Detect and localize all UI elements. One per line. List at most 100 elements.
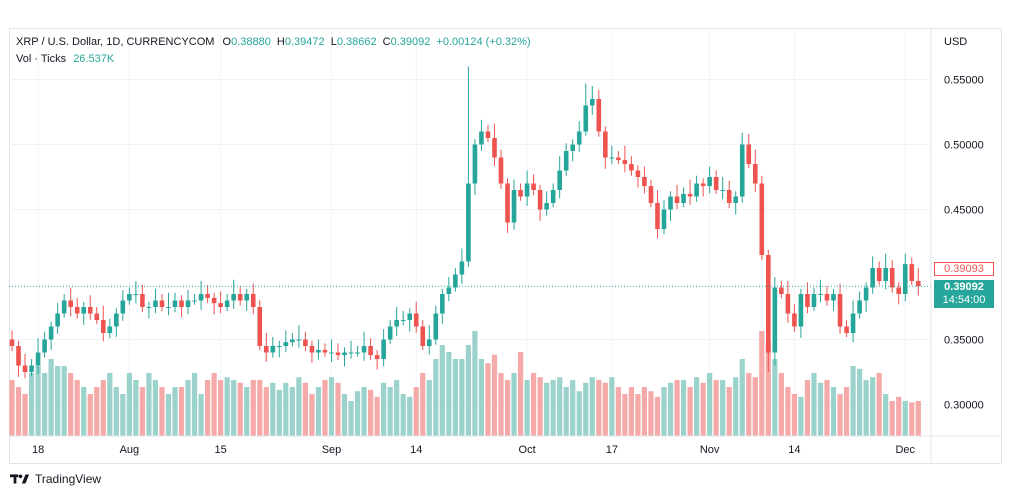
- volume-bar: [570, 380, 576, 436]
- chart-frame: [9, 28, 1002, 464]
- candle-body: [772, 287, 778, 353]
- volume-bar: [726, 387, 732, 436]
- volume-bar: [361, 387, 367, 436]
- candle-body: [42, 339, 47, 353]
- candle-body: [453, 274, 458, 288]
- volume-bar: [491, 354, 498, 436]
- candle-body: [870, 268, 875, 288]
- time-tick-label: Sep: [322, 444, 342, 456]
- volume-bar: [537, 377, 543, 436]
- candle-body: [563, 151, 569, 171]
- candle-body: [857, 300, 862, 314]
- volume-bar: [107, 373, 113, 436]
- candle-body: [87, 307, 93, 314]
- candle-body: [224, 300, 230, 307]
- candle-body: [720, 190, 725, 191]
- candle-body: [400, 320, 406, 321]
- volume-bar: [35, 366, 41, 436]
- candle-body: [35, 352, 41, 366]
- volume-bar: [667, 382, 674, 436]
- volume-bar: [804, 380, 811, 436]
- volume-bar: [159, 387, 165, 436]
- volume-bar: [178, 387, 185, 436]
- volume-bar: [374, 396, 380, 436]
- volume-bar: [628, 387, 634, 436]
- volume-bar: [465, 345, 471, 436]
- candle-body: [713, 177, 719, 190]
- candle-body: [277, 346, 282, 347]
- volume-bar: [68, 373, 74, 436]
- legend-row-volume: Vol · Ticks 26.537K: [16, 51, 531, 68]
- volume-bar: [348, 401, 354, 436]
- volume-bar: [680, 380, 687, 436]
- candle-body: [146, 307, 152, 308]
- candle-body: [185, 300, 191, 307]
- candle-body: [257, 307, 263, 346]
- candle-body: [531, 183, 536, 190]
- price-tick-label: 0.45000: [944, 205, 984, 217]
- candle-body: [179, 300, 184, 307]
- volume-bar: [615, 387, 621, 436]
- candle-body: [661, 209, 667, 229]
- volume-bar: [674, 380, 680, 436]
- volume-bar: [759, 331, 765, 436]
- candle-body: [642, 177, 647, 187]
- symbol-name[interactable]: XRP / U.S. Dollar, 1D, CURRENCYCOM: [16, 36, 215, 48]
- volume-bar: [211, 373, 217, 436]
- candle-body: [831, 294, 836, 301]
- volume-bar: [798, 396, 804, 436]
- time-axis[interactable]: 18 Aug 15 Sep 14 Oct 17 Nov 14 Dec: [32, 444, 916, 456]
- candle-body: [629, 164, 634, 171]
- volume-bar: [857, 368, 863, 436]
- volume-bar: [133, 380, 139, 436]
- volume-bar: [394, 380, 400, 436]
- candle-body: [29, 365, 34, 372]
- volume-bar: [557, 377, 563, 436]
- candle-body: [192, 300, 197, 302]
- candle-body: [381, 339, 386, 359]
- candle-body: [668, 196, 673, 210]
- volume-bar: [165, 394, 172, 436]
- candle-body: [348, 352, 354, 354]
- volume-bar: [902, 401, 908, 436]
- candle-body: [792, 313, 797, 327]
- volume-bar: [354, 391, 361, 436]
- volume-bar: [791, 394, 797, 436]
- volume-bar: [328, 377, 335, 436]
- volume-bar: [218, 380, 224, 436]
- volume-bar: [15, 387, 22, 436]
- volume-bar: [81, 387, 87, 436]
- candle-body: [739, 144, 745, 197]
- volume-bar: [139, 387, 145, 436]
- volume-bar: [811, 373, 817, 436]
- volume-bar: [863, 380, 869, 436]
- brand-name: TradingView: [35, 472, 102, 486]
- candle-body: [250, 294, 256, 307]
- candle-body: [231, 294, 236, 301]
- volume-bar: [302, 382, 308, 436]
- volume-bar: [205, 380, 211, 436]
- volume-bar: [309, 394, 315, 436]
- candle-body: [733, 196, 739, 203]
- candle-body: [915, 281, 921, 287]
- candle-body: [824, 294, 830, 301]
- footer-branding[interactable]: TradingView: [10, 472, 101, 486]
- volume-bar: [341, 394, 348, 436]
- volume-bar: [61, 366, 67, 436]
- volume-bar: [172, 387, 178, 436]
- close-label: C: [382, 36, 391, 48]
- volume-label[interactable]: Vol · Ticks: [16, 53, 67, 65]
- volume-bar: [687, 387, 693, 436]
- candle-body: [844, 326, 849, 333]
- volume-bar: [648, 391, 654, 436]
- candle-body: [726, 190, 732, 203]
- volume-bar: [602, 382, 608, 436]
- candle-body: [329, 352, 334, 354]
- candle-body: [48, 326, 54, 340]
- volume-bar: [283, 382, 289, 436]
- price-axis[interactable]: 0.55000 0.50000 0.45000 0.35000 0.30000: [944, 75, 984, 412]
- candle-body: [426, 339, 432, 346]
- volume-bar: [641, 387, 648, 436]
- candle-body: [22, 365, 28, 372]
